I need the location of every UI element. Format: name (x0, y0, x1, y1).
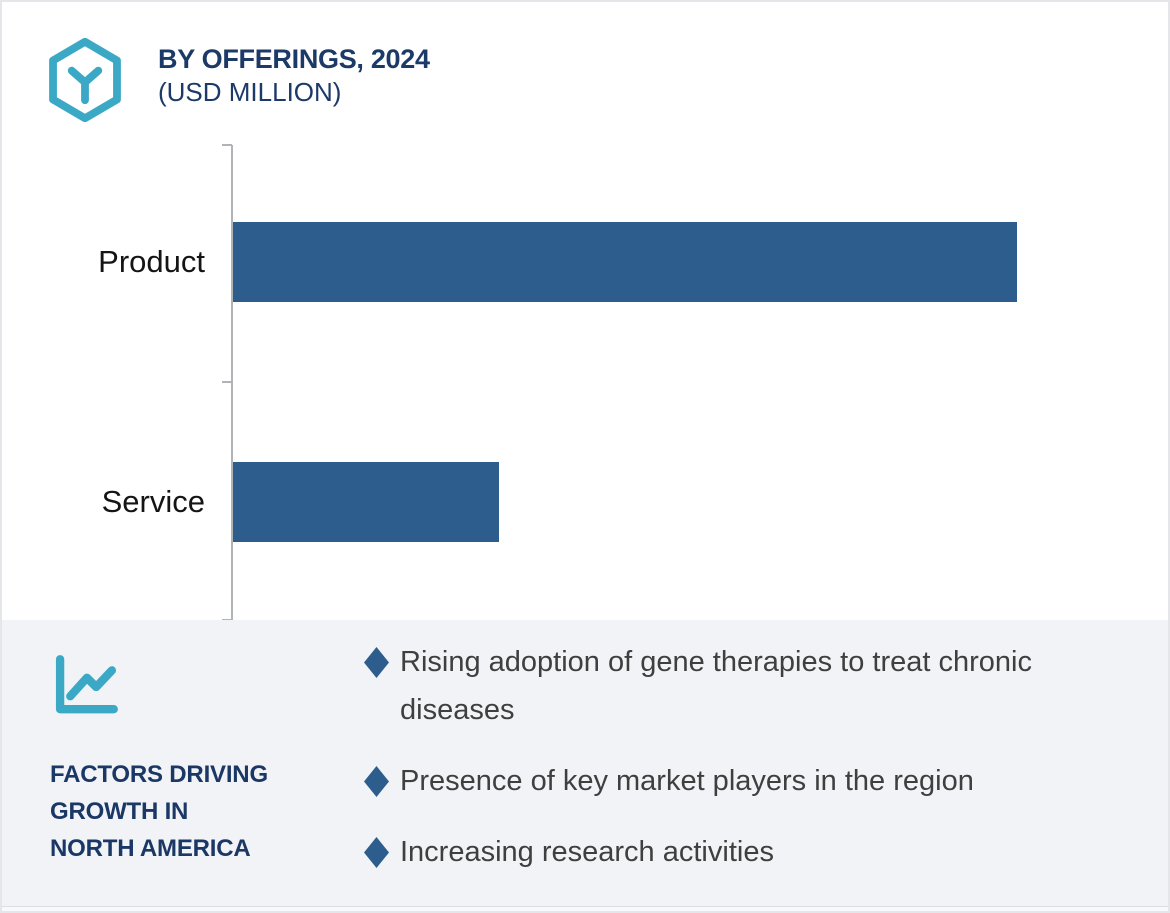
bar-service (233, 462, 500, 542)
factor-item: Increasing research activities (364, 828, 1050, 876)
bar-product (233, 222, 1017, 302)
plot-area (233, 222, 1168, 302)
factors-list: Rising adoption of gene therapies to tre… (364, 638, 1050, 899)
factor-text: Rising adoption of gene therapies to tre… (400, 646, 1032, 726)
line-chart-icon (55, 655, 118, 714)
plot-area (233, 462, 1168, 542)
factor-item: Rising adoption of gene therapies to tre… (364, 638, 1050, 734)
diamond-bullet-icon (364, 837, 389, 868)
category-label-service: Service (101, 484, 205, 519)
axis-tick (222, 144, 232, 146)
factor-text: Presence of key market players in the re… (400, 765, 974, 797)
title-line-1: BY OFFERINGS, 2024 (158, 44, 430, 74)
bar-row-product: Product (2, 222, 1168, 302)
title-line-2: (USD MILLION) (158, 77, 342, 107)
bottom-strip (2, 907, 1168, 911)
factors-panel: FACTORS DRIVING GROWTH IN NORTH AMERICA … (2, 620, 1168, 907)
bar-row-service: Service (2, 462, 1168, 542)
category-label-product: Product (98, 244, 205, 279)
factor-item: Presence of key market players in the re… (364, 757, 1050, 805)
diamond-bullet-icon (364, 766, 389, 797)
hexagon-cube-icon (49, 38, 121, 122)
y-axis-line (231, 145, 233, 622)
factors-heading: FACTORS DRIVING GROWTH IN NORTH AMERICA (50, 761, 268, 862)
factor-text: Increasing research activities (400, 836, 774, 868)
axis-tick (222, 381, 232, 383)
diamond-bullet-icon (364, 647, 389, 678)
chart-title: BY OFFERINGS, 2024 (USD MILLION) (158, 42, 430, 109)
